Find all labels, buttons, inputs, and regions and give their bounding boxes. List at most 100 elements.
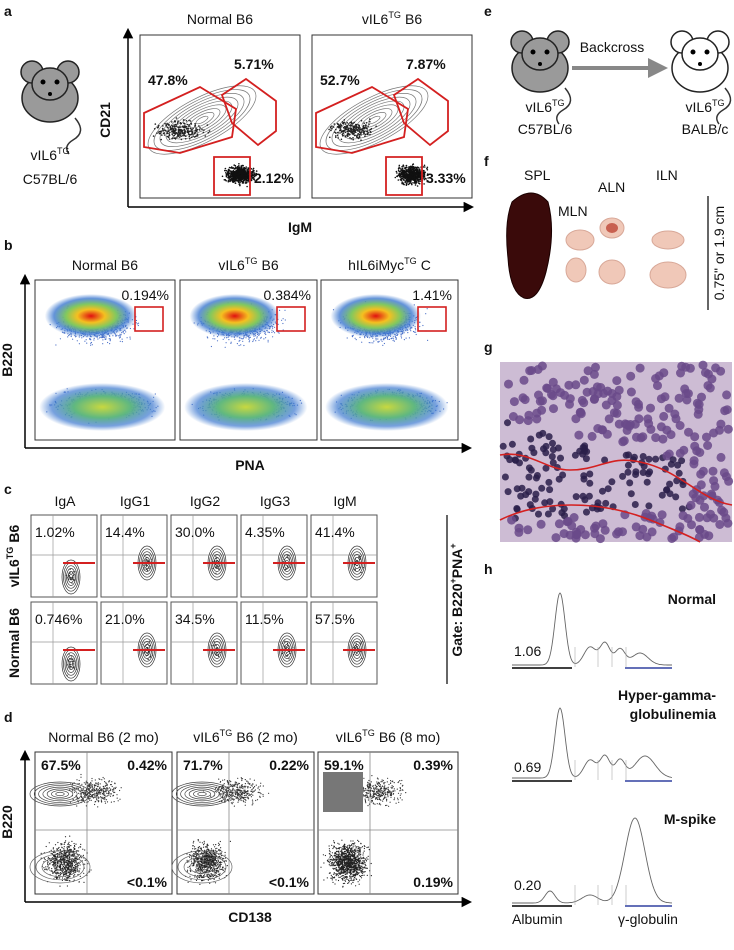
event-dot	[180, 131, 182, 133]
event-dot	[182, 126, 184, 129]
event-dot	[194, 129, 197, 131]
event-dot	[222, 338, 224, 340]
event-dot	[238, 168, 240, 171]
contour	[195, 115, 209, 125]
gate-box	[134, 306, 164, 332]
event-dot	[255, 170, 258, 172]
mouse-head	[31, 67, 69, 101]
event-dot	[360, 139, 362, 141]
event-dot	[109, 340, 111, 342]
event-dot	[347, 127, 350, 129]
event-dot	[242, 164, 244, 167]
event-dot	[336, 134, 339, 137]
event-dot	[242, 170, 244, 172]
event-dot	[396, 175, 399, 178]
event-dot	[164, 122, 166, 125]
event-dot	[89, 338, 92, 340]
event-dot	[183, 125, 185, 127]
event-dot	[399, 167, 401, 170]
event-dot	[228, 173, 230, 176]
event-dot	[409, 179, 412, 181]
event-dot	[59, 338, 62, 340]
event-dot	[243, 180, 245, 182]
event-dot	[352, 137, 354, 139]
event-dot	[119, 340, 121, 342]
event-dot	[246, 185, 248, 188]
plot-title: vIL6TG B6	[362, 10, 422, 27]
event-dot	[238, 172, 241, 175]
event-dot	[232, 169, 235, 172]
event-dot	[169, 126, 172, 128]
event-dot	[251, 170, 254, 173]
event-dot	[84, 340, 86, 342]
event-dot	[360, 129, 363, 131]
event-dot	[206, 124, 209, 126]
event-dot	[351, 131, 353, 133]
event-dot	[252, 339, 254, 341]
panel-label: b	[4, 237, 13, 253]
event-dot	[171, 121, 173, 123]
event-dot	[357, 136, 359, 139]
event-dot	[233, 172, 235, 175]
event-dot	[192, 127, 194, 130]
event-dot	[121, 341, 123, 343]
event-dot	[253, 338, 255, 340]
event-dot	[240, 337, 242, 339]
event-dot	[235, 179, 238, 182]
event-dot	[398, 166, 400, 168]
event-dot	[360, 134, 362, 136]
event-dot	[342, 127, 345, 129]
event-dot	[349, 121, 351, 124]
gate-percent: 2.12%	[254, 170, 294, 186]
event-dot	[267, 339, 269, 341]
event-dot	[360, 131, 363, 133]
event-dot	[247, 167, 250, 170]
event-dot	[115, 335, 117, 337]
event-dot	[185, 135, 187, 138]
event-dot	[173, 137, 175, 140]
event-dot	[339, 125, 342, 128]
gate-percent: 7.87%	[406, 56, 446, 72]
event-dot	[183, 122, 185, 124]
event-dot	[244, 172, 247, 174]
event-dot	[188, 135, 191, 138]
event-dot	[177, 120, 179, 122]
event-dot	[136, 323, 138, 325]
event-dot	[233, 180, 235, 183]
event-dot	[418, 176, 421, 178]
event-dot	[251, 175, 253, 177]
event-dot	[232, 167, 234, 169]
panel-label: c	[4, 481, 12, 497]
event-dot	[252, 172, 255, 174]
gate-marginal-zone	[220, 77, 277, 147]
event-dot	[230, 173, 232, 176]
event-dot	[398, 174, 401, 177]
event-dot	[231, 173, 234, 176]
event-dot	[332, 126, 335, 128]
event-dot	[335, 128, 337, 131]
event-dot	[163, 134, 166, 136]
plot-title: vIL6TG B6	[218, 256, 278, 273]
event-dot	[363, 131, 366, 133]
event-dot	[340, 138, 343, 141]
event-dot	[247, 172, 250, 175]
event-dot	[397, 169, 400, 172]
event-dot	[208, 130, 211, 132]
event-dot	[90, 344, 92, 346]
event-dot	[240, 344, 242, 346]
event-dot	[411, 170, 413, 173]
event-dot	[360, 132, 362, 135]
event-dot	[183, 134, 186, 137]
event-dot	[167, 127, 169, 129]
event-dot	[91, 344, 93, 346]
event-dot	[347, 123, 350, 125]
event-dot	[244, 170, 247, 172]
gate-percent: 52.7%	[320, 72, 360, 88]
event-dot	[357, 124, 360, 126]
plot-title: Normal B6	[72, 257, 138, 273]
event-dot	[159, 130, 161, 133]
event-dot	[230, 170, 233, 173]
event-dot	[250, 168, 253, 170]
event-dot	[195, 127, 197, 130]
event-dot	[334, 132, 337, 134]
